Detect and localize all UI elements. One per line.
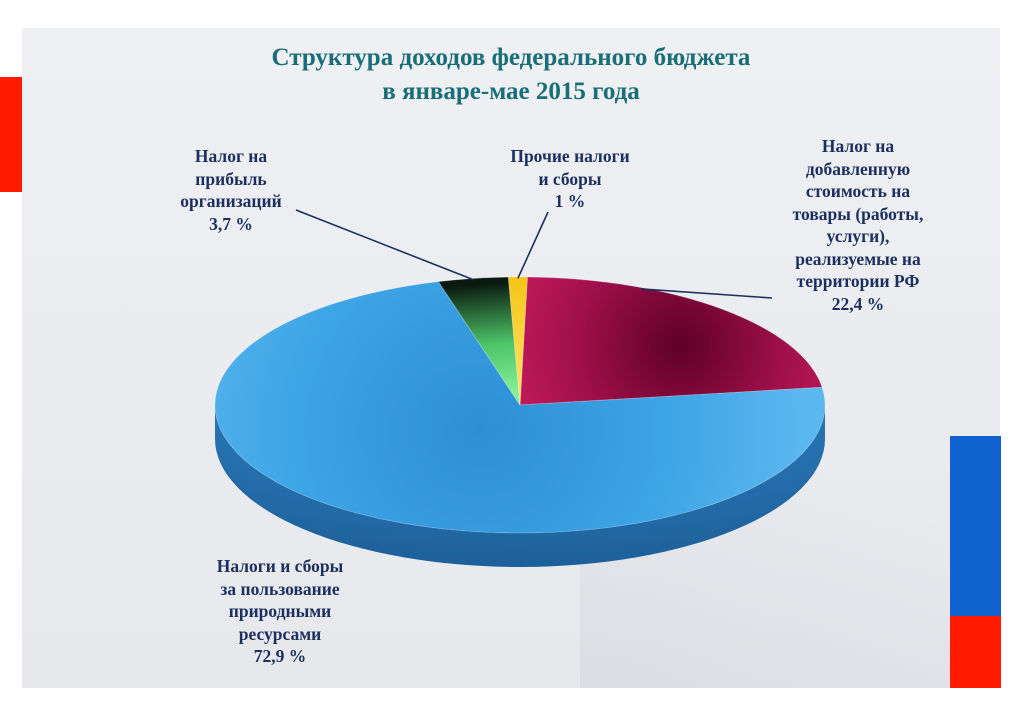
leader-line-profit-tax (295, 209, 474, 281)
label-vat: Налог на добавленную стоимость на товары… (793, 135, 924, 315)
slice-profit-tax (437, 276, 521, 406)
label-profit-tax-value: 3,7 % (209, 213, 253, 234)
label-profit-tax-line: организаций (180, 191, 282, 211)
flag-stripe-red-left (0, 77, 22, 192)
label-profit-tax: Налог на прибыль организаций 3,7 % (180, 145, 281, 235)
label-other-taxes: Прочие налоги и сборы 1 % (510, 145, 629, 213)
label-natural-resources-line: ресурсами (238, 623, 322, 644)
label-other-taxes-value: 1 % (554, 191, 586, 211)
slice-natural-resources (214, 281, 826, 534)
label-other-taxes-line: Прочие налоги (510, 146, 630, 166)
chart-panel (22, 28, 1000, 688)
slice-vat (519, 276, 823, 406)
label-vat-value: 22,4 % (831, 293, 885, 314)
flag-stripe-red-right (950, 616, 1001, 688)
chart-title-line-1: Структура доходов федерального бюджета (271, 44, 751, 71)
label-vat-line: Налог на (821, 136, 895, 156)
label-profit-tax-line: прибыль (195, 168, 267, 189)
pie-slices (214, 276, 826, 534)
label-natural-resources-line: за пользование (220, 578, 340, 599)
chart-title-line-2: в январе-мае 2015 года (382, 78, 640, 105)
pie-3d-side (215, 405, 825, 567)
pie-side-wall (215, 405, 825, 567)
label-vat-line: добавленную (805, 158, 911, 179)
label-natural-resources-value: 72,9 % (253, 646, 307, 666)
label-vat-line: реализуемые на (795, 248, 921, 269)
label-natural-resources-line: природными (228, 601, 332, 621)
label-vat-line: услуги), (826, 226, 890, 246)
leader-line-vat (641, 288, 773, 299)
leader-line-other-taxes (517, 211, 549, 279)
leader-lines (295, 209, 773, 299)
label-profit-tax-line: Налог на (194, 146, 268, 166)
label-other-taxes-line: и сборы (538, 168, 602, 189)
label-vat-line: территории РФ (796, 271, 920, 291)
flag-stripe-white-right (1001, 436, 1022, 688)
flag-stripe-blue-right (950, 436, 1001, 616)
label-vat-line: стоимость на (805, 181, 911, 201)
label-natural-resources-line: Налоги и сборы (216, 556, 344, 576)
label-vat-line: товары (работы, (792, 203, 924, 224)
label-natural-resources: Налоги и сборы за пользование природными… (217, 555, 344, 668)
